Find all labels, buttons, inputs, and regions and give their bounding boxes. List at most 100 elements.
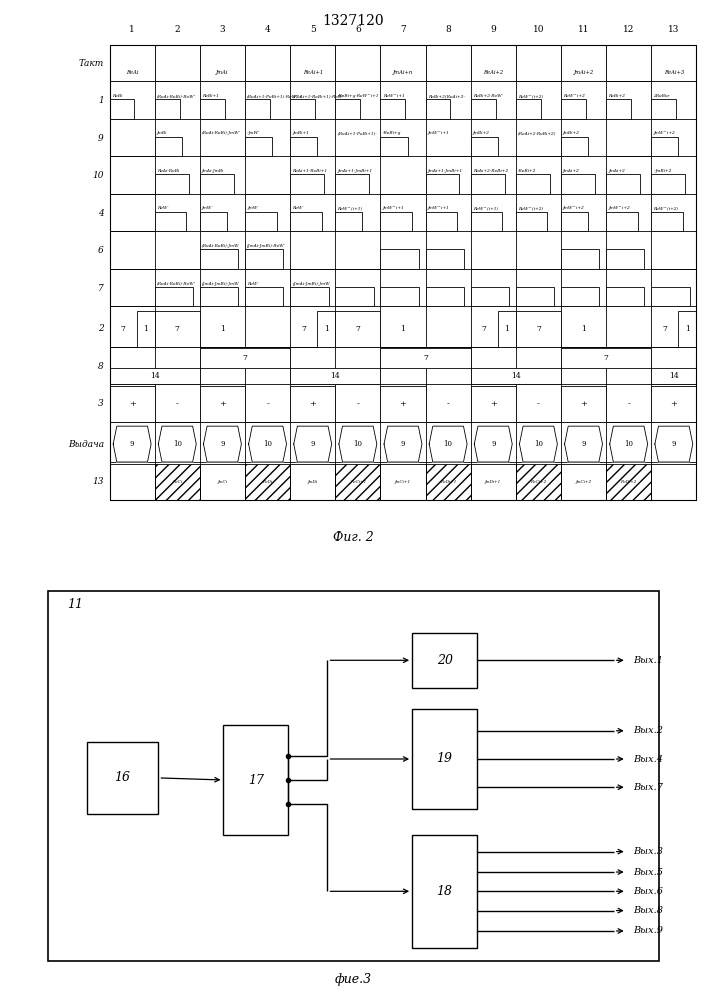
Bar (426, 174, 460, 194)
Bar (380, 45, 426, 81)
Bar (136, 311, 155, 347)
Bar (110, 464, 155, 500)
Bar (155, 287, 193, 306)
Text: JmAi+1-JmBi+1: JmAi+1-JmBi+1 (428, 169, 463, 173)
Bar (155, 137, 182, 156)
Bar (380, 99, 405, 119)
Text: 9: 9 (672, 440, 676, 448)
Text: 2: 2 (175, 25, 180, 34)
Text: ReW^(i+2): ReW^(i+2) (518, 94, 544, 98)
Text: 12: 12 (623, 25, 634, 34)
Text: (ReAi-ReBi)·ReW': (ReAi-ReBi)·ReW' (157, 282, 196, 286)
Text: ReW^(i+2): ReW^(i+2) (518, 206, 544, 210)
Text: JmCi: JmCi (218, 480, 228, 484)
Text: 9: 9 (220, 440, 225, 448)
Bar (426, 464, 471, 500)
Text: 9: 9 (491, 440, 496, 448)
Text: 7: 7 (536, 325, 541, 333)
Text: -ReBi+2: -ReBi+2 (518, 169, 537, 173)
Text: 4: 4 (264, 25, 271, 34)
Bar (561, 386, 606, 422)
Text: Выдача: Выдача (68, 440, 104, 449)
Bar (335, 287, 373, 306)
Bar (498, 311, 516, 347)
Bar (335, 212, 363, 231)
Bar (380, 137, 407, 156)
Text: JmW^i+2: JmW^i+2 (563, 206, 585, 210)
Text: ReAi-ReBi: ReAi-ReBi (157, 169, 180, 173)
Text: -ReBi+g: -ReBi+g (382, 131, 401, 135)
Text: 17: 17 (248, 774, 264, 786)
Text: 1: 1 (144, 325, 148, 333)
Text: JmBi+2: JmBi+2 (473, 131, 490, 135)
Bar (245, 99, 270, 119)
Bar (155, 311, 200, 347)
Text: +: + (670, 400, 677, 408)
Bar (651, 174, 685, 194)
Bar (200, 348, 290, 368)
Text: ReDi+2: ReDi+2 (621, 480, 637, 484)
Text: 14: 14 (330, 372, 340, 380)
Text: 7: 7 (98, 284, 104, 293)
Bar (380, 249, 419, 269)
Polygon shape (204, 426, 241, 462)
Polygon shape (293, 426, 332, 462)
Bar (561, 212, 588, 231)
Text: JmAi+2: JmAi+2 (563, 169, 580, 173)
Bar (426, 99, 450, 119)
Text: -JmW': -JmW' (247, 131, 260, 135)
Bar (200, 174, 234, 194)
Text: 14: 14 (150, 372, 160, 380)
Text: -: - (356, 400, 359, 408)
Text: 2ReBiσ: 2ReBiσ (653, 94, 670, 98)
Bar (606, 249, 645, 269)
Bar (471, 386, 516, 422)
Bar (516, 311, 561, 347)
Bar (471, 287, 509, 306)
Text: +: + (580, 400, 587, 408)
Polygon shape (384, 426, 422, 462)
Text: JmDi+1: JmDi+1 (485, 480, 501, 484)
Bar (290, 174, 324, 194)
Text: ReAi+1-ReBi+1: ReAi+1-ReBi+1 (293, 169, 327, 173)
Text: 9: 9 (98, 134, 104, 143)
Text: JmW': JmW' (247, 206, 259, 210)
Text: ReW': ReW' (247, 282, 259, 286)
Text: 10: 10 (443, 440, 452, 448)
Bar (290, 368, 380, 384)
Text: JmBi: JmBi (157, 131, 168, 135)
Text: -: - (176, 400, 179, 408)
Bar (335, 311, 380, 347)
Text: (ReAi+1-РеBi+1)·: (ReAi+1-РеBi+1)· (337, 131, 378, 135)
Text: 8: 8 (445, 25, 451, 34)
Text: 7: 7 (662, 325, 667, 333)
Text: -: - (627, 400, 630, 408)
Bar (471, 368, 561, 384)
Bar (471, 174, 505, 194)
Text: ReBi+2: ReBi+2 (608, 94, 625, 98)
Bar (200, 287, 238, 306)
Text: Вых.5: Вых.5 (633, 868, 663, 877)
Bar (561, 99, 586, 119)
Bar (651, 464, 696, 500)
Text: Вых.4: Вых.4 (633, 754, 663, 764)
Text: 3: 3 (98, 399, 104, 408)
Bar (290, 45, 335, 81)
Text: ReW^(i+2): ReW^(i+2) (653, 206, 679, 210)
Bar (380, 348, 471, 368)
Polygon shape (429, 426, 467, 462)
Bar (516, 464, 561, 500)
Text: JmW^i+1: JmW^i+1 (382, 206, 404, 210)
Bar (516, 287, 554, 306)
Text: Такт: Такт (78, 59, 104, 68)
Polygon shape (565, 426, 602, 462)
Text: 1: 1 (401, 325, 405, 333)
Bar (606, 212, 638, 231)
Text: +: + (490, 400, 497, 408)
Bar (651, 368, 696, 384)
Text: (ReAi+2·ReBi+2): (ReAi+2·ReBi+2) (518, 131, 556, 135)
Text: ReCi+2: ReCi+2 (530, 480, 547, 484)
Bar (335, 464, 380, 500)
Text: 10: 10 (173, 440, 182, 448)
Text: JmW': JmW' (202, 206, 214, 210)
